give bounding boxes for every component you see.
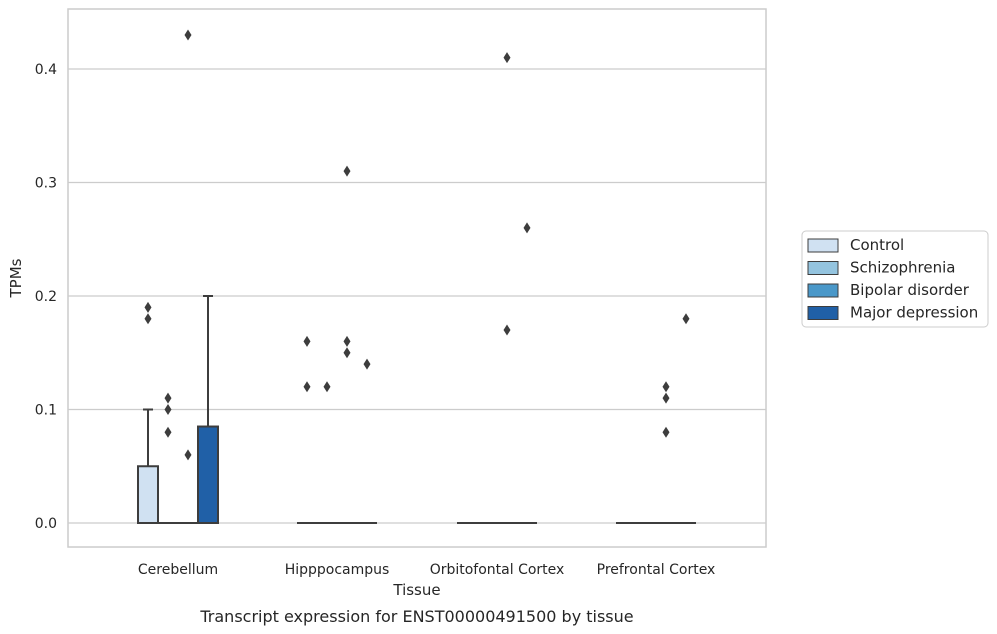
box-schizophrenia bbox=[158, 392, 178, 524]
outlier-point bbox=[144, 301, 152, 313]
outlier-point bbox=[503, 324, 511, 336]
box-bipolar-disorder bbox=[337, 165, 357, 524]
x-tick-label: Hipppocampus bbox=[285, 562, 390, 578]
grid-lines bbox=[68, 68, 766, 524]
box-major-depression bbox=[197, 295, 219, 524]
box-schizophrenia bbox=[317, 381, 337, 524]
outlier-point bbox=[164, 426, 172, 438]
outlier-point bbox=[662, 392, 670, 404]
outlier-point bbox=[343, 335, 351, 347]
legend: Control Schizophrenia Bipolar disorder Majo… bbox=[801, 230, 989, 328]
outlier-point bbox=[164, 404, 172, 415]
box-control bbox=[137, 301, 159, 524]
legend-label: Control bbox=[850, 236, 904, 254]
box-bipolar-disorder bbox=[178, 29, 198, 524]
box-major-depression bbox=[357, 358, 377, 524]
box-major-depression bbox=[676, 313, 696, 524]
outlier-point bbox=[164, 392, 172, 404]
outlier-point bbox=[323, 381, 331, 393]
legend-frame bbox=[801, 230, 989, 328]
outlier-point bbox=[343, 347, 351, 359]
box-major-depression bbox=[517, 222, 537, 524]
legend-swatch bbox=[807, 306, 839, 320]
legend-items: Control Schizophrenia Bipolar disorder Majo… bbox=[807, 236, 978, 322]
outlier-point bbox=[303, 335, 311, 347]
outlier-point bbox=[184, 29, 192, 41]
outlier-point bbox=[682, 313, 690, 325]
legend-swatch bbox=[807, 261, 839, 275]
outlier-point bbox=[662, 426, 670, 438]
box-bipolar-disorder bbox=[497, 52, 517, 524]
box-body bbox=[137, 465, 159, 524]
legend-swatch bbox=[807, 238, 839, 253]
outlier-point bbox=[363, 358, 371, 370]
legend-label: Major depression bbox=[850, 304, 978, 322]
x-tick-label: Orbitofontal Cortex bbox=[430, 562, 565, 578]
y-tick-label: 0.0 bbox=[35, 516, 57, 532]
outlier-point bbox=[523, 222, 531, 234]
outlier-point bbox=[303, 381, 311, 393]
legend-label: Schizophrenia bbox=[850, 259, 955, 277]
outlier-point bbox=[503, 52, 511, 64]
y-tick-label: 0.1 bbox=[35, 403, 57, 419]
x-tick-label: Prefrontal Cortex bbox=[597, 562, 716, 578]
y-axis-label: TPMs bbox=[7, 258, 25, 298]
y-tick-labels: 0.0 0.1 0.2 0.3 0.4 bbox=[35, 62, 57, 532]
box-marks bbox=[137, 29, 696, 524]
chart-caption: Transcript expression for ENST0000049150… bbox=[199, 607, 633, 626]
plot-frame bbox=[67, 8, 767, 548]
legend-swatch bbox=[807, 283, 839, 298]
y-tick-label: 0.4 bbox=[35, 62, 57, 78]
x-tick-labels: Cerebellum Hipppocampus Orbitofontal Corte… bbox=[138, 562, 715, 578]
y-tick-label: 0.2 bbox=[35, 289, 57, 305]
legend-label: Bipolar disorder bbox=[850, 281, 970, 299]
outlier-point bbox=[144, 313, 152, 325]
box-control bbox=[297, 335, 317, 524]
outlier-point bbox=[343, 165, 351, 177]
outlier-point bbox=[184, 449, 192, 461]
outlier-point bbox=[662, 381, 670, 393]
x-tick-label: Cerebellum bbox=[138, 562, 218, 578]
box-body bbox=[197, 425, 219, 524]
box-bipolar-disorder bbox=[656, 381, 676, 524]
x-axis-label: Tissue bbox=[392, 581, 440, 599]
y-tick-label: 0.3 bbox=[35, 176, 57, 192]
